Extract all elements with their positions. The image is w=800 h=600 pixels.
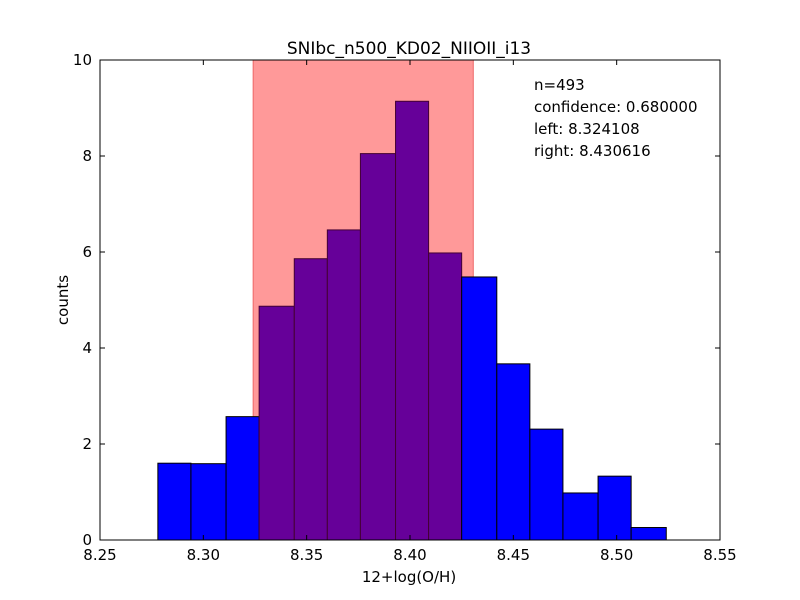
- annotation-confidence: confidence: 0.680000: [534, 98, 698, 116]
- y-axis-label: counts: [54, 275, 72, 325]
- histogram-bar-13: [562, 492, 599, 541]
- annotation-left: left: 8.324108: [534, 120, 640, 138]
- histogram-bar-3: [225, 416, 260, 541]
- histogram-bar-12: [529, 428, 564, 541]
- bars-layer: [157, 100, 667, 541]
- histogram-bar-6: [326, 229, 361, 541]
- histogram-bar-4: [258, 305, 295, 541]
- x-tick-label: 8.30: [187, 546, 220, 564]
- histogram-bar-2: [190, 463, 227, 541]
- x-tick-label: 8.40: [393, 546, 426, 564]
- histogram-bar-5: [293, 258, 328, 541]
- annotations: n=493 confidence: 0.680000 left: 8.32410…: [534, 76, 698, 160]
- y-tick-label: 4: [82, 339, 92, 357]
- ticks-layer: 8.25 8.30 8.35 8.40 8.45 8.50 8.55 0 2 4 6 8 10: [73, 51, 737, 564]
- histogram-bar-15: [630, 527, 667, 541]
- x-tick-label: 8.55: [703, 546, 736, 564]
- annotation-right: right: 8.430616: [534, 142, 651, 160]
- x-tick-label: 8.50: [600, 546, 633, 564]
- histogram-bar-14: [597, 475, 632, 541]
- x-tick-label: 8.45: [497, 546, 530, 564]
- x-tick-label: 8.35: [290, 546, 323, 564]
- y-tick-label: 10: [73, 51, 92, 69]
- annotation-n: n=493: [534, 76, 585, 94]
- y-tick-label: 6: [82, 243, 92, 261]
- x-tick-label: 8.25: [83, 546, 116, 564]
- histogram-bar-8: [395, 100, 430, 541]
- histogram-bar-10: [461, 276, 498, 541]
- plot-frame: [99, 59, 721, 541]
- y-tick-label: 8: [82, 147, 92, 165]
- histogram-bar-9: [428, 252, 463, 541]
- chart-title: SNIbc_n500_KD02_NIIOII_i13: [287, 39, 531, 59]
- x-axis-label: 12+log(O/H): [362, 568, 456, 586]
- histogram-bar-7: [359, 153, 397, 541]
- histogram-bar-11: [496, 363, 531, 541]
- y-tick-label: 0: [82, 531, 92, 549]
- y-tick-label: 2: [82, 435, 92, 453]
- histogram-bar-1: [157, 462, 192, 541]
